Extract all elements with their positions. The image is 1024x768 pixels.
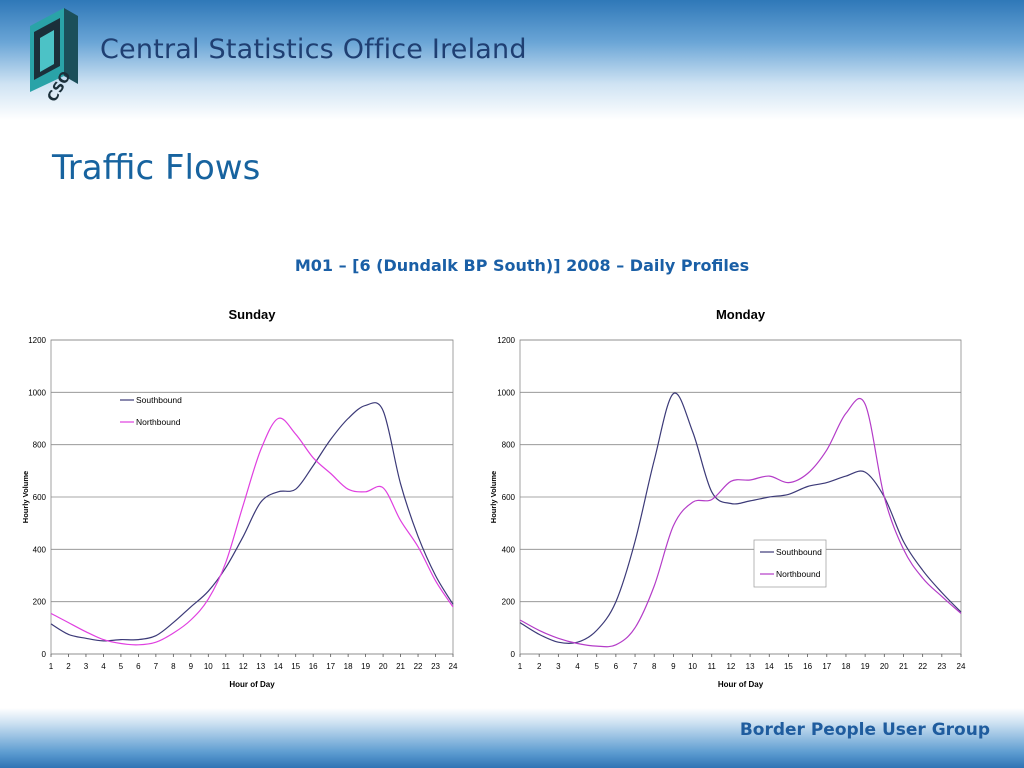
sunday-y-axis-label: Hourly Volume <box>21 471 30 523</box>
chart-subtitle: M01 – [6 (Dundalk BP South)] 2008 – Dail… <box>294 256 750 275</box>
monday-x-tick-label: 15 <box>784 662 793 671</box>
monday-chart-title: Monday <box>716 307 766 322</box>
monday-x-tick-label: 19 <box>861 662 870 671</box>
sunday-y-tick-label: 800 <box>33 441 47 450</box>
monday-y-tick-label: 800 <box>502 441 516 450</box>
sunday-x-tick-label: 6 <box>136 662 141 671</box>
cso-logo-icon: CSO <box>30 8 78 102</box>
monday-x-tick-label: 1 <box>518 662 523 671</box>
monday-x-tick-label: 21 <box>899 662 908 671</box>
sunday-x-tick-label: 12 <box>239 662 248 671</box>
sunday-x-tick-label: 9 <box>189 662 194 671</box>
sunday-legend-label: Southbound <box>136 395 182 405</box>
sunday-x-tick-label: 10 <box>204 662 213 671</box>
sunday-x-tick-label: 19 <box>361 662 370 671</box>
monday-y-tick-label: 600 <box>502 493 516 502</box>
monday-legend-label: Northbound <box>776 569 821 579</box>
monday-y-axis-label: Hourly Volume <box>489 471 498 523</box>
sunday-x-axis-label: Hour of Day <box>229 680 275 689</box>
sunday-x-tick-label: 3 <box>84 662 89 671</box>
monday-x-axis-label: Hour of Day <box>718 680 764 689</box>
monday-chart: Monday 0 200 400 600 800 1000 1200 1 2 3 4 5 6 7 8 9 10 11… <box>488 300 968 700</box>
sunday-x-tick-label: 7 <box>154 662 159 671</box>
sunday-y-tick-label: 200 <box>33 598 47 607</box>
sunday-x-tick-label: 8 <box>171 662 176 671</box>
sunday-x-tick-label: 22 <box>414 662 423 671</box>
sunday-x-tick-label: 5 <box>119 662 124 671</box>
monday-x-tick-label: 22 <box>918 662 927 671</box>
sunday-legend-label: Northbound <box>136 417 181 427</box>
sunday-x-tick-label: 1 <box>49 662 54 671</box>
monday-x-tick-label: 23 <box>937 662 946 671</box>
brand-name: Central Statistics Office Ireland <box>100 34 527 65</box>
footer-band <box>0 708 1024 768</box>
sunday-x-tick-label: 14 <box>274 662 283 671</box>
sunday-x-tick-label: 17 <box>326 662 335 671</box>
sunday-y-tick-label: 1200 <box>28 336 46 345</box>
monday-x-tick-label: 3 <box>556 662 561 671</box>
monday-x-tick-label: 4 <box>575 662 580 671</box>
monday-x-tick-label: 9 <box>671 662 676 671</box>
monday-series-line-northbound <box>519 397 962 648</box>
sunday-x-tick-label: 23 <box>431 662 440 671</box>
monday-plot-area <box>519 339 962 655</box>
sunday-x-tick-label: 20 <box>379 662 388 671</box>
sunday-y-tick-label: 1000 <box>28 388 46 397</box>
monday-x-tick-label: 11 <box>708 662 717 671</box>
monday-series-line-southbound <box>519 392 962 645</box>
sunday-x-tick-label: 18 <box>344 662 353 671</box>
monday-y-tick-label: 400 <box>502 545 516 554</box>
monday-y-tick-label: 0 <box>511 650 516 659</box>
sunday-x-tick-label: 24 <box>449 662 458 671</box>
sunday-x-tick-label: 15 <box>291 662 300 671</box>
monday-x-tick-label: 7 <box>633 662 638 671</box>
sunday-x-tick-label: 16 <box>309 662 318 671</box>
footer-text: Border People User Group <box>739 720 990 740</box>
monday-y-tick-label: 200 <box>502 598 516 607</box>
sunday-chart: Sunday 0 200 400 600 800 1000 1200 1 2 3 4 5 6 7 8 9 10 11… <box>20 300 500 700</box>
monday-x-tick-label: 5 <box>594 662 599 671</box>
monday-x-tick-label: 10 <box>688 662 697 671</box>
sunday-plot-area <box>50 339 454 655</box>
sunday-x-tick-label: 21 <box>396 662 405 671</box>
sunday-y-tick-label: 0 <box>42 650 47 659</box>
sunday-chart-title: Sunday <box>229 307 277 322</box>
sunday-x-tick-label: 4 <box>101 662 106 671</box>
monday-x-tick-label: 8 <box>652 662 657 671</box>
sunday-x-tick-label: 11 <box>222 662 231 671</box>
monday-x-tick-label: 2 <box>537 662 542 671</box>
monday-x-tick-label: 12 <box>726 662 735 671</box>
monday-x-tick-label: 6 <box>614 662 619 671</box>
monday-x-tick-label: 17 <box>822 662 831 671</box>
sunday-y-tick-label: 400 <box>33 545 47 554</box>
monday-x-tick-label: 16 <box>803 662 812 671</box>
slide-title: Traffic Flows <box>52 148 261 188</box>
sunday-x-tick-label: 2 <box>66 662 71 671</box>
monday-y-tick-label: 1200 <box>497 336 515 345</box>
monday-x-tick-label: 14 <box>765 662 774 671</box>
monday-legend-box <box>753 539 827 588</box>
monday-legend-label: Southbound <box>776 547 822 557</box>
sunday-series-line-southbound <box>50 402 454 642</box>
monday-x-tick-label: 24 <box>957 662 966 671</box>
monday-x-tick-label: 13 <box>746 662 755 671</box>
sunday-y-tick-label: 600 <box>33 493 47 502</box>
monday-x-tick-label: 18 <box>842 662 851 671</box>
header-band: CSO Central Statistics Office Ireland <box>0 0 1024 120</box>
sunday-series-line-northbound <box>50 417 454 646</box>
monday-y-tick-label: 1000 <box>497 388 515 397</box>
monday-x-tick-label: 20 <box>880 662 889 671</box>
sunday-x-tick-label: 13 <box>256 662 265 671</box>
